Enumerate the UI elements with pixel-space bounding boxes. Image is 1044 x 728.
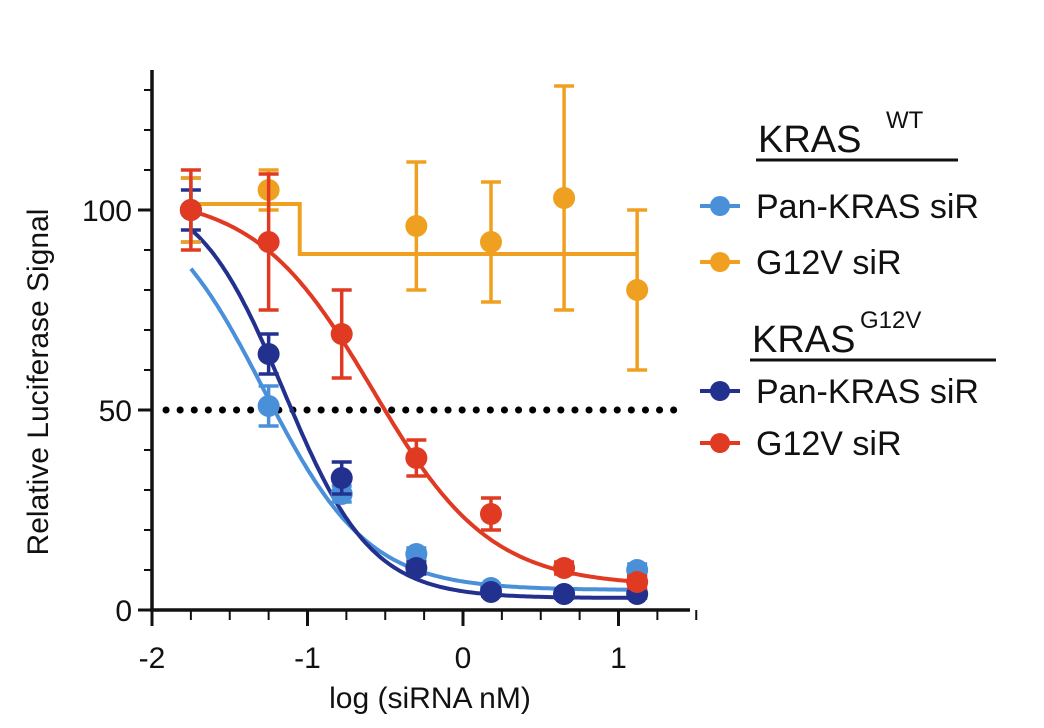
- data-point-kras-wt-g12v-sir: [553, 84, 576, 312]
- fit-curve-kras-g12v-g12v-sir: [190, 208, 638, 584]
- marker: [257, 343, 280, 365]
- y-tick-label: 50: [99, 395, 132, 428]
- legend-item: Pan-KRAS siR: [700, 188, 979, 226]
- x-ticks: -2 -1 0 1: [139, 610, 698, 675]
- legend-label: G12V siR: [756, 244, 902, 282]
- data-point-kras-g12v-pan-kras-sir: [330, 460, 353, 496]
- fit-curves: [189, 202, 638, 600]
- legend-item: Pan-KRAS siR: [700, 373, 979, 411]
- data-point-kras-wt-g12v-sir: [626, 208, 649, 372]
- marker: [479, 503, 502, 525]
- data-point-kras-g12v-g12v-sir: [257, 172, 280, 312]
- data-point-kras-g12v-g12v-sir: [553, 557, 576, 579]
- legend-heading: KRAS: [758, 119, 861, 161]
- data-point-kras-wt-g12v-sir: [479, 180, 502, 304]
- data-point-kras-g12v-g12v-sir: [330, 288, 353, 380]
- legend-label: Pan-KRAS siR: [756, 373, 979, 411]
- legend-item: G12V siR: [700, 425, 902, 463]
- x-tick-label: 1: [610, 642, 627, 675]
- plot-area: [162, 84, 686, 605]
- fit-curve-kras-wt-pan-kras-sir: [189, 267, 638, 592]
- y-ticks: 0 50 100: [82, 89, 152, 628]
- x-tick-label: 0: [455, 642, 472, 675]
- data-point-kras-g12v-g12v-sir: [479, 496, 502, 532]
- data-point-kras-g12v-pan-kras-sir: [553, 583, 576, 605]
- marker: [405, 447, 428, 469]
- marker: [257, 231, 280, 253]
- legend-swatch-marker: [710, 381, 730, 401]
- x-axis-title: log (siRNA nM): [329, 682, 531, 715]
- data-point-kras-g12v-pan-kras-sir: [405, 557, 428, 579]
- legend-item: G12V siR: [700, 244, 902, 282]
- marker: [257, 395, 280, 417]
- data-point-kras-wt-g12v-sir: [405, 160, 428, 292]
- data-point-kras-g12v-g12v-sir: [179, 168, 202, 252]
- fit-curve-kras-wt-g12v-sir: [190, 202, 638, 256]
- data-points: [179, 84, 649, 605]
- marker: [553, 583, 576, 605]
- marker: [479, 231, 502, 253]
- marker: [330, 467, 353, 489]
- marker: [479, 581, 502, 603]
- y-tick-label: 0: [115, 595, 132, 628]
- legend-label: G12V siR: [756, 425, 902, 463]
- x-tick-label: -1: [294, 642, 321, 675]
- legend-swatch-marker: [710, 252, 730, 272]
- legend-heading: KRAS: [752, 319, 855, 361]
- y-tick-label: 100: [82, 195, 132, 228]
- marker: [626, 571, 649, 593]
- marker: [405, 557, 428, 579]
- legend-label: Pan-KRAS siR: [756, 188, 979, 226]
- x-tick-label: -2: [139, 642, 166, 675]
- legend-heading-superscript: WT: [886, 107, 924, 134]
- legend-swatch-marker: [710, 433, 730, 453]
- data-point-kras-g12v-g12v-sir: [626, 571, 649, 593]
- marker: [405, 215, 428, 237]
- marker: [626, 279, 649, 301]
- y-axis-title: Relative Luciferase Signal: [22, 209, 55, 556]
- marker: [553, 557, 576, 579]
- axes: 0 50 100 -2 -1 0 1 log (siRNA nM) Relative Lu…: [22, 70, 698, 715]
- data-point-kras-g12v-pan-kras-sir: [479, 581, 502, 603]
- marker: [330, 323, 353, 345]
- fit-curve-kras-g12v-pan-kras-sir: [189, 227, 638, 600]
- marker: [553, 187, 576, 209]
- legend-heading-superscript: G12V: [860, 307, 921, 334]
- data-point-kras-wt-pan-kras-sir: [257, 384, 280, 428]
- marker: [179, 199, 202, 221]
- data-point-kras-g12v-g12v-sir: [405, 438, 428, 478]
- data-point-kras-g12v-pan-kras-sir: [257, 332, 280, 376]
- legend-swatch-marker: [710, 196, 730, 216]
